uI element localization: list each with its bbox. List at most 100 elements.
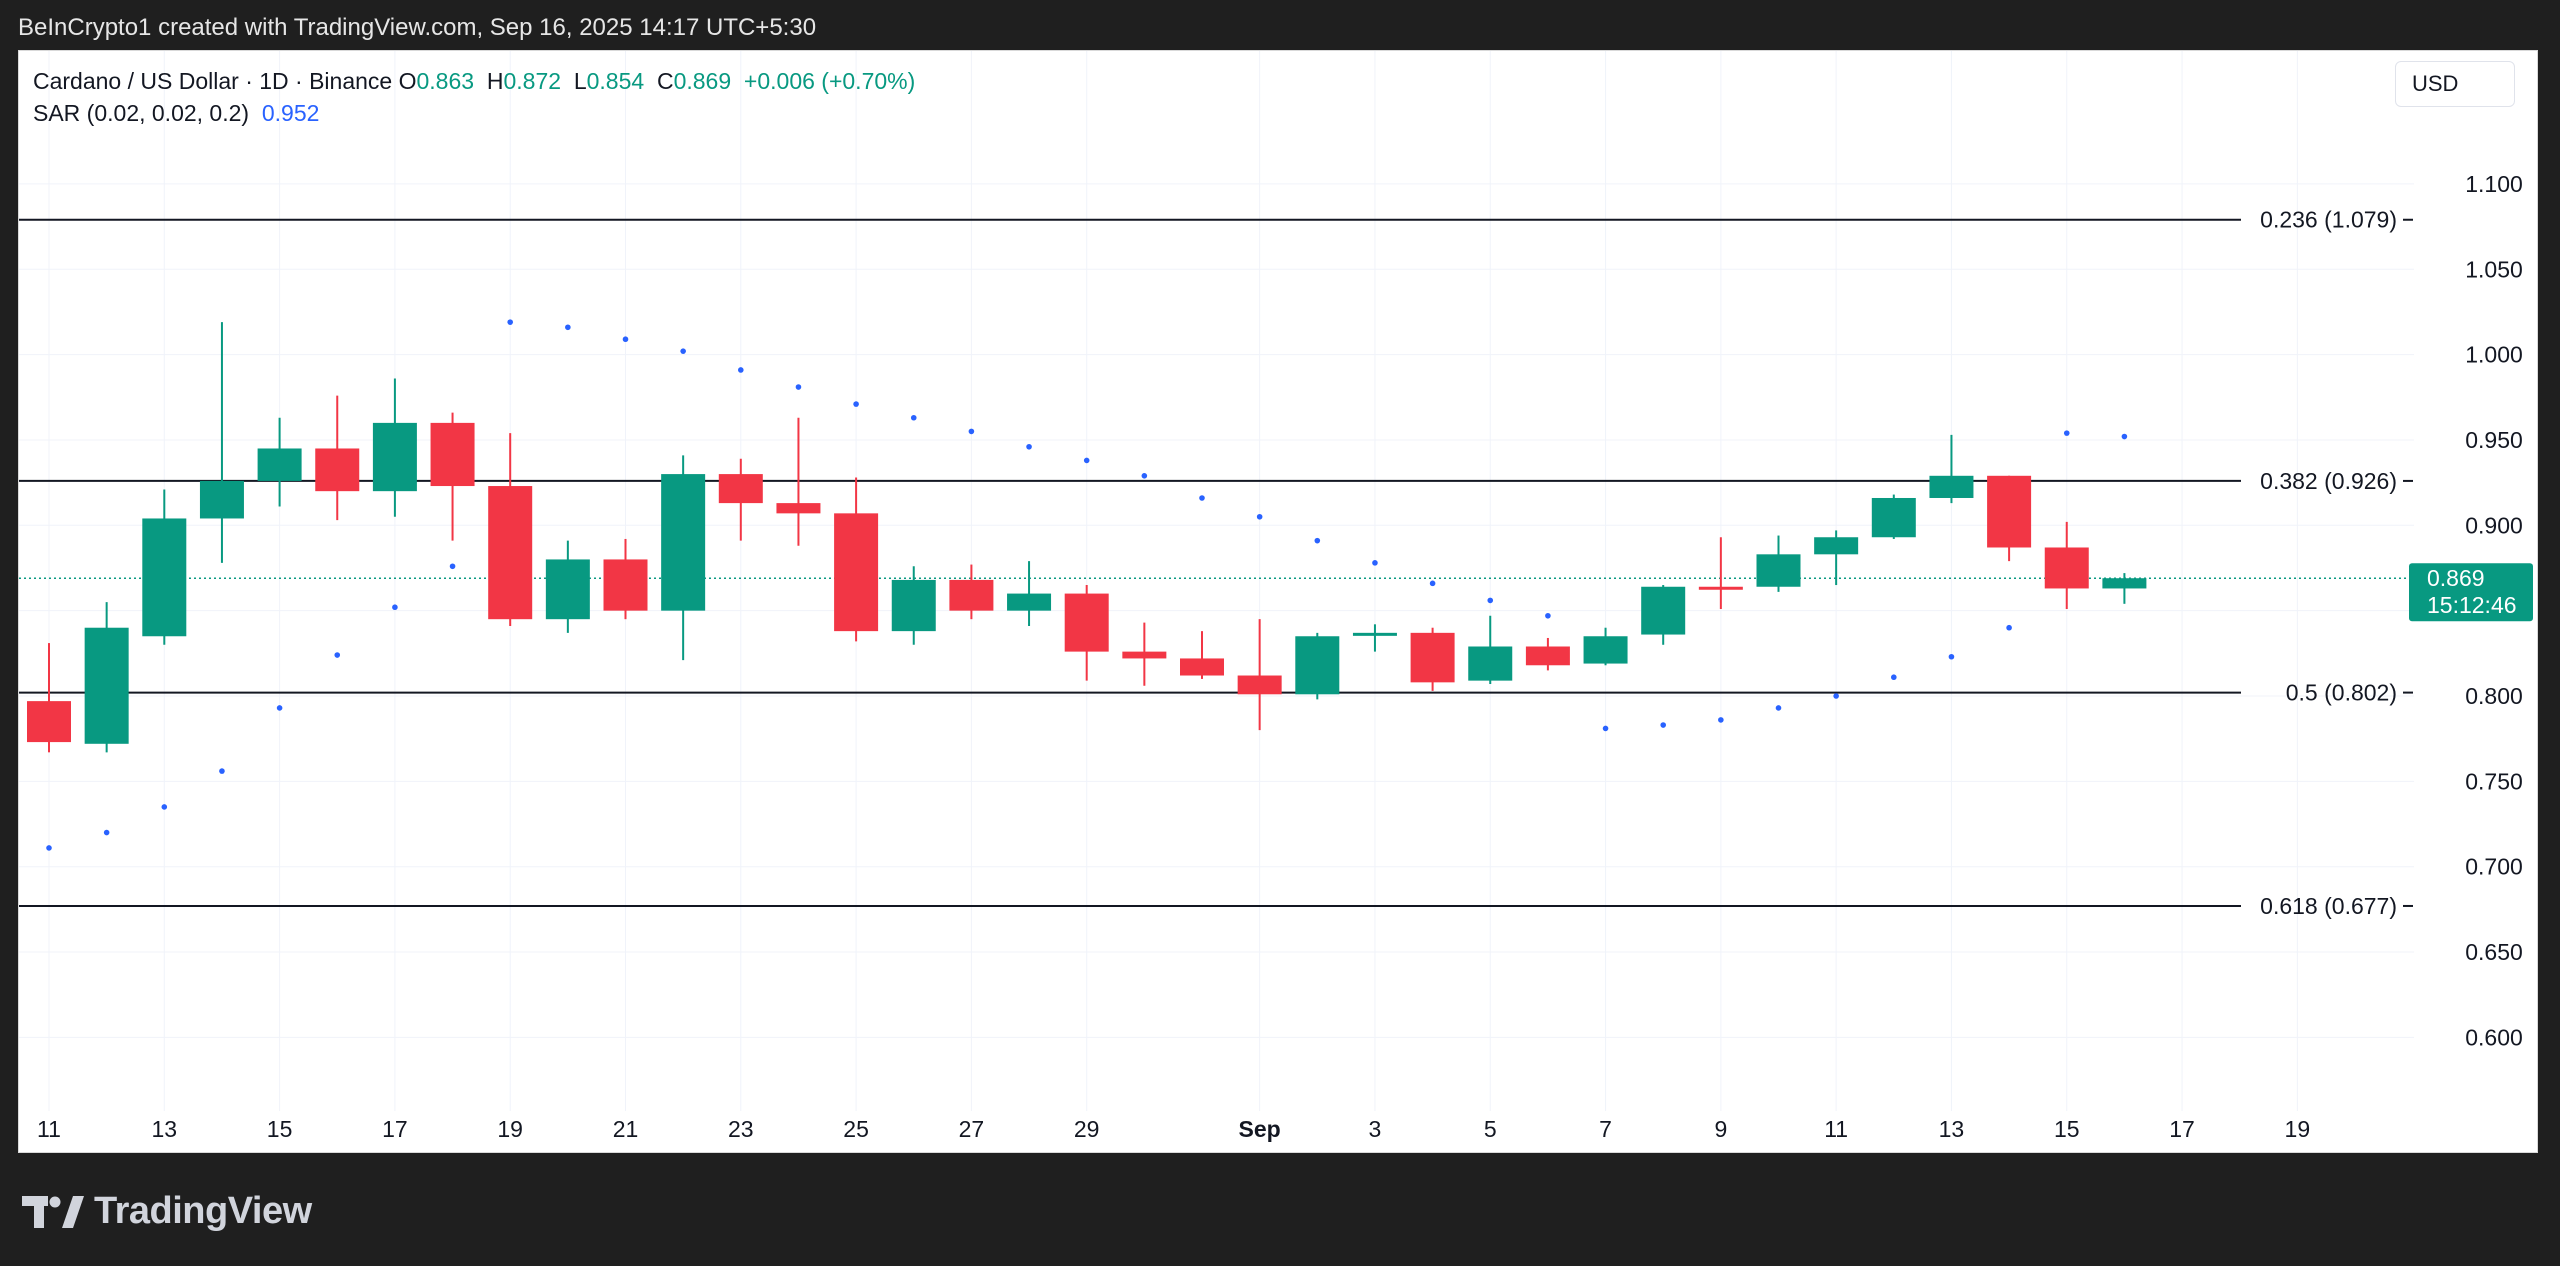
time-tick-label: 3 xyxy=(1369,1116,1382,1142)
candle[interactable] xyxy=(1756,535,1801,592)
candle[interactable] xyxy=(1814,530,1859,586)
candle[interactable] xyxy=(372,378,417,517)
candle[interactable] xyxy=(199,322,244,563)
candle[interactable] xyxy=(949,564,994,620)
candle[interactable] xyxy=(1468,615,1513,685)
candle[interactable] xyxy=(545,540,590,633)
sar-dot xyxy=(565,324,571,331)
currency-selector[interactable]: USD xyxy=(2395,61,2515,107)
candle-body xyxy=(1583,636,1628,664)
candle-body xyxy=(1410,632,1455,683)
sar-dot xyxy=(1948,653,1955,660)
candle[interactable] xyxy=(430,412,475,541)
candle[interactable] xyxy=(488,433,533,627)
sar-dot xyxy=(1660,722,1666,728)
time-tick-label: 23 xyxy=(728,1116,754,1142)
candle[interactable] xyxy=(776,417,821,546)
candle[interactable] xyxy=(603,538,648,620)
candle[interactable] xyxy=(1929,434,1974,504)
close-label: C xyxy=(656,68,674,94)
sar-dot xyxy=(2063,430,2070,436)
candle[interactable] xyxy=(1064,585,1109,681)
sar-dot xyxy=(103,829,110,836)
candle[interactable] xyxy=(27,643,71,753)
candle[interactable] xyxy=(1410,627,1455,691)
candle-body xyxy=(257,448,302,481)
candle-body xyxy=(1871,497,1916,538)
candle[interactable] xyxy=(1122,622,1167,686)
time-tick-label: 15 xyxy=(267,1116,293,1142)
candle-body xyxy=(1756,554,1801,587)
price-tick-label: 1.050 xyxy=(2465,256,2523,282)
candle[interactable] xyxy=(1295,632,1340,700)
low-value: 0.854 xyxy=(586,68,645,94)
fib-label: 0.618 (0.677) xyxy=(2260,893,2397,919)
candle-body xyxy=(1698,586,1743,590)
candle-body xyxy=(603,559,648,611)
candles xyxy=(27,322,2147,753)
candle[interactable] xyxy=(834,477,879,642)
candle-body xyxy=(488,486,533,620)
low-label: L xyxy=(573,68,587,94)
candle-body xyxy=(1987,475,2032,548)
candle[interactable] xyxy=(1583,627,1628,666)
sar-dot xyxy=(968,428,975,435)
candle-body xyxy=(834,513,879,632)
price-tick-label: 1.100 xyxy=(2465,171,2523,197)
candle[interactable] xyxy=(1525,637,1570,671)
candle[interactable] xyxy=(1987,475,2032,562)
candle-body xyxy=(776,503,821,514)
candle[interactable] xyxy=(891,566,936,645)
candle-body xyxy=(2044,547,2089,589)
sar-dot xyxy=(680,348,686,354)
sar-dot xyxy=(1429,580,1436,587)
sar-dot xyxy=(1602,725,1609,732)
sar-dot xyxy=(2006,624,2012,631)
tradingview-logo-icon xyxy=(22,1195,84,1228)
candlestick-chart[interactable]: 0.236 (1.079) 0.382 (0.926) 0.5 (0.802) 0.6… xyxy=(19,51,2538,1153)
candle[interactable] xyxy=(1641,585,1686,645)
time-tick-label: 17 xyxy=(382,1116,408,1142)
candle-body xyxy=(718,474,763,504)
time-tick-label: 11 xyxy=(1824,1116,1848,1142)
candle[interactable] xyxy=(718,458,763,541)
candle[interactable] xyxy=(1237,619,1282,731)
candle[interactable] xyxy=(2102,573,2147,604)
sar-dot xyxy=(1545,612,1551,619)
candle-body xyxy=(891,579,936,632)
candle[interactable] xyxy=(257,417,302,507)
sar-dots xyxy=(46,319,2128,851)
sar-dot xyxy=(334,652,341,658)
candle-body xyxy=(372,422,417,492)
candle-body xyxy=(199,480,244,519)
candle-body xyxy=(430,422,475,487)
chart-legend: Cardano / US Dollar · 1D · Binance O0.86… xyxy=(33,65,915,129)
candle-body xyxy=(1064,593,1109,652)
time-tick-label: 17 xyxy=(2169,1116,2195,1142)
candle[interactable] xyxy=(84,602,129,753)
candle-body xyxy=(1468,646,1513,681)
time-tick-label: 13 xyxy=(152,1116,178,1142)
candle[interactable] xyxy=(661,455,706,661)
time-tick-label: 27 xyxy=(959,1116,985,1142)
candle[interactable] xyxy=(1180,631,1224,679)
candle[interactable] xyxy=(315,395,360,521)
sar-dot xyxy=(1256,513,1263,520)
fib-label: 0.5 (0.802) xyxy=(2286,680,2397,706)
sar-label[interactable]: SAR (0.02, 0.02, 0.2) xyxy=(33,100,250,126)
candle[interactable] xyxy=(1871,494,1916,539)
symbol-title[interactable]: Cardano / US Dollar · 1D · Binance xyxy=(33,68,393,94)
candle[interactable] xyxy=(1698,537,1743,609)
candle-body xyxy=(949,579,994,611)
candle[interactable] xyxy=(1352,624,1397,652)
time-tick-label: 21 xyxy=(613,1116,639,1142)
candle[interactable] xyxy=(1007,561,1052,627)
candle-body xyxy=(2102,578,2147,589)
candle[interactable] xyxy=(2044,521,2089,609)
tradingview-logo[interactable]: TradingView xyxy=(22,1190,312,1233)
time-tick-label: 7 xyxy=(1599,1116,1612,1142)
candle-body xyxy=(1525,646,1570,666)
candle[interactable] xyxy=(142,489,187,645)
time-tick-label: 29 xyxy=(1074,1116,1100,1142)
sar-dot xyxy=(738,367,744,373)
